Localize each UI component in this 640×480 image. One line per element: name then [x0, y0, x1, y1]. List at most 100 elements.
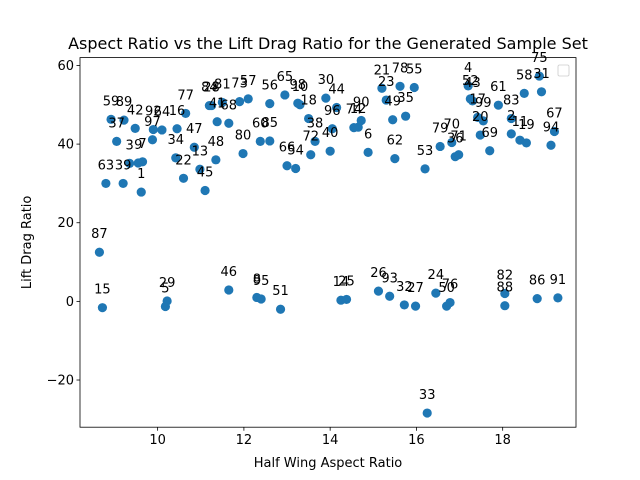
data-point-label-2: 2 [507, 109, 515, 124]
data-point-label-39: 39 [115, 158, 132, 173]
data-point-label-8: 8 [253, 272, 261, 287]
data-point-label-43: 43 [464, 76, 481, 91]
data-point-label-84: 84 [201, 81, 218, 96]
data-point-9 [133, 158, 143, 168]
data-point-label-9: 9 [134, 138, 142, 153]
x-tick-label: 18 [494, 433, 511, 448]
data-point-label-57: 57 [240, 74, 257, 89]
data-point-label-96: 96 [324, 104, 341, 119]
data-point-56 [265, 99, 275, 109]
data-point-label-48: 48 [208, 135, 225, 150]
data-point-label-42: 42 [127, 103, 144, 118]
data-point-59 [106, 114, 116, 124]
data-point-label-61: 61 [490, 80, 507, 95]
data-point-label-55: 55 [406, 62, 423, 77]
data-point-label-19: 19 [518, 118, 535, 133]
data-point-96 [327, 124, 337, 134]
chart-title: Aspect Ratio vs the Lift Drag Ratio for … [68, 34, 588, 53]
data-point-66 [282, 161, 292, 171]
data-point-31 [536, 87, 547, 97]
data-point-2 [506, 129, 516, 139]
data-point-73 [234, 97, 245, 107]
data-point-label-94: 94 [543, 120, 560, 135]
data-point-40 [325, 146, 335, 156]
data-point-94 [546, 140, 556, 150]
data-point-23 [381, 95, 391, 105]
data-point-label-50: 50 [438, 281, 455, 296]
data-point-6 [363, 147, 373, 157]
data-point-label-10: 10 [292, 80, 309, 95]
y-axis-label: Lift Drag Ratio [20, 196, 35, 290]
data-point-label-82: 82 [497, 269, 514, 284]
data-point-label-37: 37 [108, 116, 125, 131]
data-point-53 [420, 164, 430, 174]
data-point-label-11: 11 [512, 115, 529, 130]
data-point-label-4: 4 [464, 61, 472, 76]
x-tick-label: 10 [149, 433, 166, 448]
data-point-19 [521, 138, 532, 148]
data-point-label-21: 21 [374, 63, 391, 78]
y-tick-label: 40 [57, 138, 74, 153]
data-point-80 [238, 148, 248, 159]
x-tick-label: 14 [322, 433, 339, 448]
data-point-label-85: 85 [262, 116, 279, 131]
data-point-91 [553, 293, 563, 303]
data-point-label-33: 33 [419, 388, 436, 403]
data-point-93 [385, 291, 395, 301]
data-point-92 [148, 124, 158, 135]
data-point-label-99: 99 [475, 96, 492, 111]
data-point-48 [211, 155, 221, 165]
data-point-71 [454, 150, 464, 160]
data-point-label-40: 40 [322, 126, 339, 141]
y-tick-label: −20 [47, 374, 74, 389]
data-point-label-47: 47 [186, 122, 203, 137]
data-point-label-97: 97 [144, 115, 161, 130]
data-point-label-64: 64 [154, 105, 171, 120]
data-point-label-81: 81 [214, 77, 231, 92]
data-point-79 [435, 141, 445, 152]
data-point-label-62: 62 [387, 134, 404, 149]
data-point-38 [310, 136, 320, 146]
data-point-label-14: 14 [333, 275, 350, 290]
data-point-label-7: 7 [138, 137, 146, 152]
data-point-label-20: 20 [472, 110, 489, 125]
data-point-label-74: 74 [346, 103, 363, 118]
data-point-label-80: 80 [235, 129, 252, 144]
data-point-20 [475, 130, 485, 140]
data-point-label-75: 75 [531, 51, 548, 66]
data-point-65 [280, 90, 290, 100]
data-point-49 [388, 115, 398, 125]
data-point-label-25: 25 [338, 274, 355, 289]
data-point-88 [500, 301, 510, 311]
data-point-77 [181, 108, 191, 119]
data-point-57 [243, 94, 253, 104]
data-point-label-78: 78 [392, 61, 409, 76]
data-point-33 [422, 408, 432, 418]
data-point-15 [97, 303, 108, 313]
data-point-3 [125, 158, 135, 168]
data-point-34 [171, 153, 181, 163]
y-tick-label: 60 [57, 59, 74, 74]
data-point-61 [493, 100, 503, 110]
data-point-label-49: 49 [384, 95, 401, 110]
data-points [94, 71, 563, 418]
x-tick-label: 12 [236, 433, 253, 448]
data-point-label-38: 38 [307, 116, 324, 131]
data-point-35 [401, 111, 411, 121]
data-point-label-35: 35 [397, 91, 414, 106]
data-point-label-29: 29 [159, 276, 176, 291]
data-point-label-53: 53 [417, 144, 434, 159]
data-point-95 [256, 294, 266, 304]
data-point-1 [136, 187, 146, 197]
data-point-87 [94, 247, 105, 257]
data-point-label-58: 58 [516, 68, 533, 83]
data-point-label-17: 17 [469, 92, 486, 107]
data-point-60 [255, 136, 265, 146]
data-point-75 [534, 71, 544, 81]
data-point-label-23: 23 [378, 75, 395, 90]
data-point-16 [172, 124, 182, 134]
data-point-label-44: 44 [328, 83, 345, 98]
data-point-76 [445, 297, 455, 308]
